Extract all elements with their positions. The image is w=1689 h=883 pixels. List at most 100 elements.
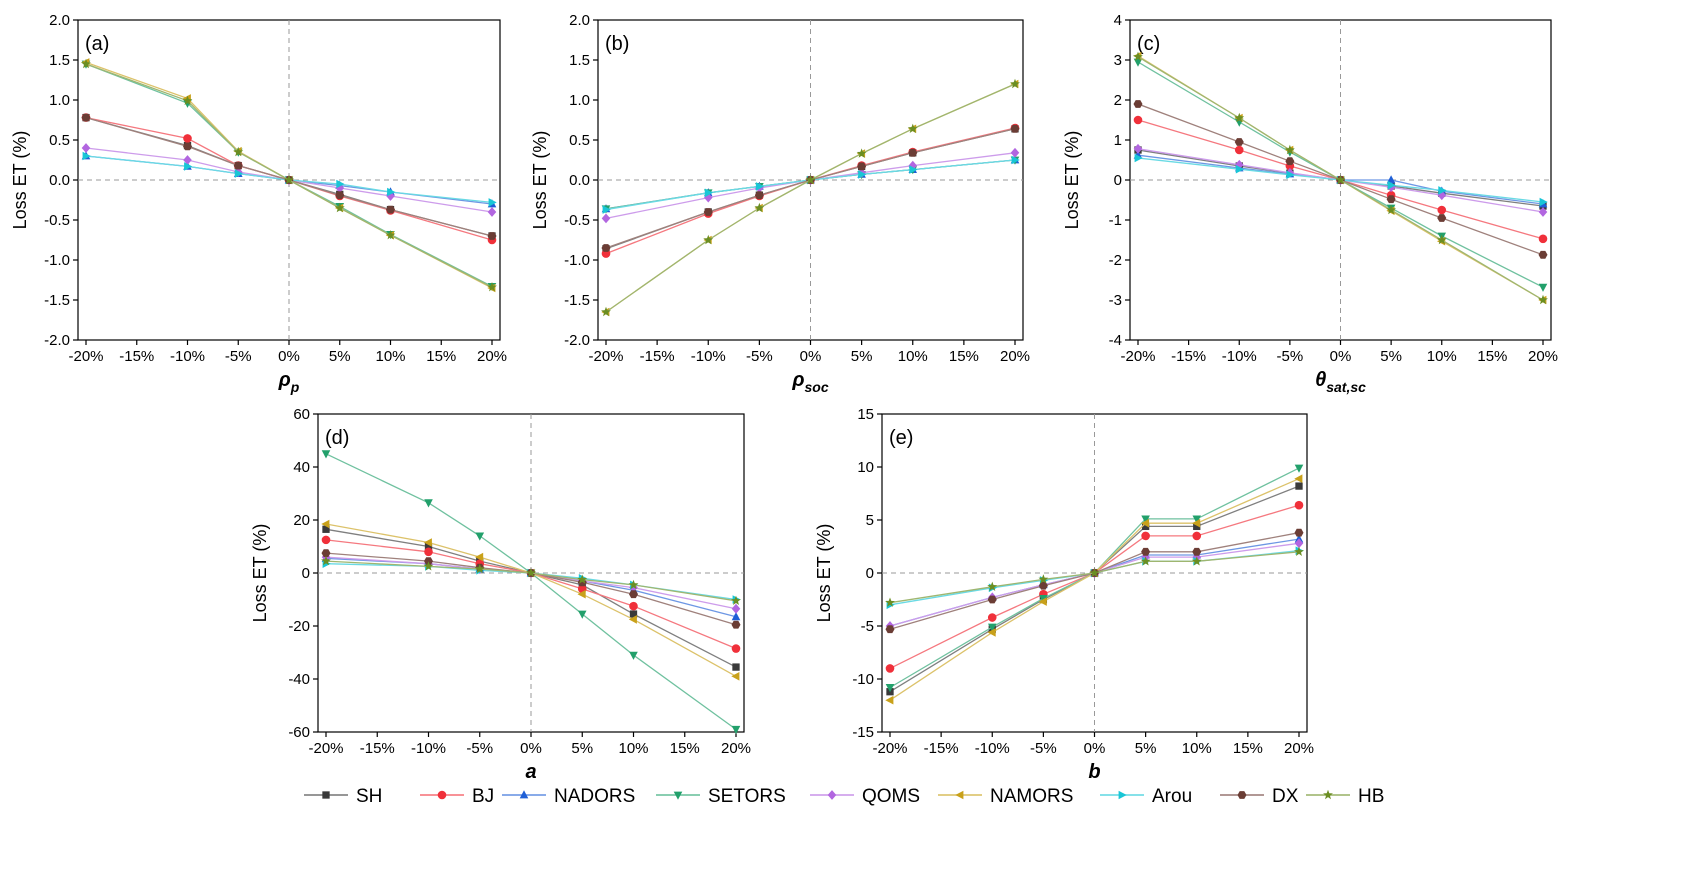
x-axis-label-symbol: b: [1088, 761, 1100, 783]
y-tick-label: -4: [1109, 332, 1122, 349]
x-tick-label: -20%: [872, 740, 907, 757]
y-tick-label: -2.0: [44, 332, 70, 349]
data-point: [1538, 234, 1548, 244]
data-point: [321, 549, 331, 557]
data-point: [731, 603, 741, 614]
x-axis-label: b: [1088, 761, 1100, 783]
data-point: [602, 205, 611, 214]
x-tick-label: 20%: [477, 348, 507, 365]
legend-label: QOMS: [862, 786, 920, 807]
series-line: [605, 83, 1016, 313]
data-point: [1191, 556, 1202, 566]
data-point: [754, 202, 765, 213]
x-axis-label-subscript: sat,sc: [1326, 379, 1366, 395]
data-point: [731, 595, 741, 605]
data-point: [1386, 195, 1396, 204]
data-point: [907, 123, 918, 133]
data-point: [731, 725, 741, 735]
x-tick-label: -10%: [1222, 348, 1257, 365]
panel-a: -2.0-1.5-1.0-0.50.00.51.01.52.0-20% -15% -…: [10, 12, 507, 395]
x-axis-label: θsat,sc: [1315, 369, 1366, 395]
x-axis-label-symbol: a: [525, 761, 536, 783]
data-point: [754, 191, 764, 200]
series-dx: [601, 124, 1020, 252]
data-point: [1386, 175, 1396, 184]
y-tick-label: -40: [288, 671, 310, 688]
data-point: [755, 182, 765, 191]
data-point: [856, 148, 867, 158]
data-point: [731, 612, 741, 621]
data-point: [704, 192, 713, 203]
y-tick-label: 0: [302, 565, 310, 582]
data-point: [1089, 567, 1100, 578]
data-point: [1038, 581, 1048, 590]
y-tick-label: 1: [1114, 132, 1122, 149]
data-point: [1235, 159, 1244, 170]
legend-label: SETORS: [708, 786, 786, 807]
y-tick-label: 0: [866, 565, 874, 582]
x-tick-label: -10%: [975, 740, 1010, 757]
data-point: [1234, 145, 1244, 155]
x-tick-label: -20%: [588, 348, 623, 365]
data-point: [321, 519, 330, 529]
data-point: [987, 595, 997, 604]
x-axis-label-subscript: soc: [804, 379, 828, 395]
data-point: [487, 282, 497, 292]
y-tick-label: -1.5: [564, 292, 590, 309]
series-line: [605, 83, 1016, 313]
data-point: [601, 244, 611, 252]
x-axis-label: ρp: [278, 369, 300, 395]
data-point: [81, 143, 91, 153]
legend-label: Arou: [1152, 786, 1192, 807]
data-point: [321, 450, 331, 459]
y-tick-label: 20: [293, 512, 310, 529]
x-tick-label: 5%: [571, 740, 593, 757]
x-tick-label: 20%: [1000, 348, 1030, 365]
data-point: [385, 230, 396, 240]
x-tick-label: 15%: [1233, 740, 1263, 757]
data-point: [1294, 538, 1304, 549]
y-tick-label: 2: [1114, 92, 1122, 109]
data-point: [475, 552, 484, 562]
legend-item-bj: BJ: [420, 786, 494, 807]
data-point: [987, 581, 998, 591]
data-point: [424, 547, 433, 557]
data-point: [1010, 78, 1020, 89]
y-tick-label: 1.5: [569, 52, 590, 69]
panel-d: -60 -40 -20 0 20 40 60 -20% -15% -10% -5% 0% 5% 10% 15…: [250, 406, 751, 783]
panel-c: -4 -3 -2 -1 0 1 2 3 4 -20% -15% -10% -5% 0% 5% 10% 15% 20…: [1062, 12, 1558, 395]
legend-marker: [519, 790, 529, 799]
data-point: [731, 620, 741, 629]
x-tick-label: -5%: [746, 348, 773, 365]
data-point: [321, 555, 331, 566]
data-point: [335, 191, 345, 200]
data-point: [1140, 518, 1150, 528]
data-point: [1539, 197, 1548, 207]
data-point: [908, 148, 918, 157]
data-point: [601, 306, 611, 317]
y-tick-label: 10: [857, 459, 874, 476]
x-tick-label: -5%: [466, 740, 493, 757]
data-point: [1141, 522, 1150, 531]
legend-marker: [955, 790, 964, 800]
data-point: [284, 174, 294, 185]
x-tick-label: -10%: [691, 348, 726, 365]
x-axis-label-symbol: θ: [1315, 369, 1326, 391]
x-tick-label: 20%: [1528, 348, 1558, 365]
data-point: [1133, 58, 1143, 67]
legend-item-setors: SETORS: [656, 786, 786, 807]
y-tick-label: 1.0: [569, 92, 590, 109]
y-axis-label: Loss ET (%): [1062, 131, 1082, 230]
series-hb: [321, 555, 741, 605]
data-point: [424, 557, 433, 565]
legend-label: BJ: [472, 786, 494, 807]
legend-marker: [827, 790, 837, 800]
data-point: [909, 165, 918, 174]
x-tick-label: 20%: [721, 740, 751, 757]
data-point: [82, 151, 91, 161]
data-point: [234, 169, 243, 178]
series-sh: [602, 125, 1019, 253]
data-point: [1285, 144, 1295, 155]
y-tick-label: 1.0: [49, 92, 70, 109]
data-point: [335, 183, 345, 193]
